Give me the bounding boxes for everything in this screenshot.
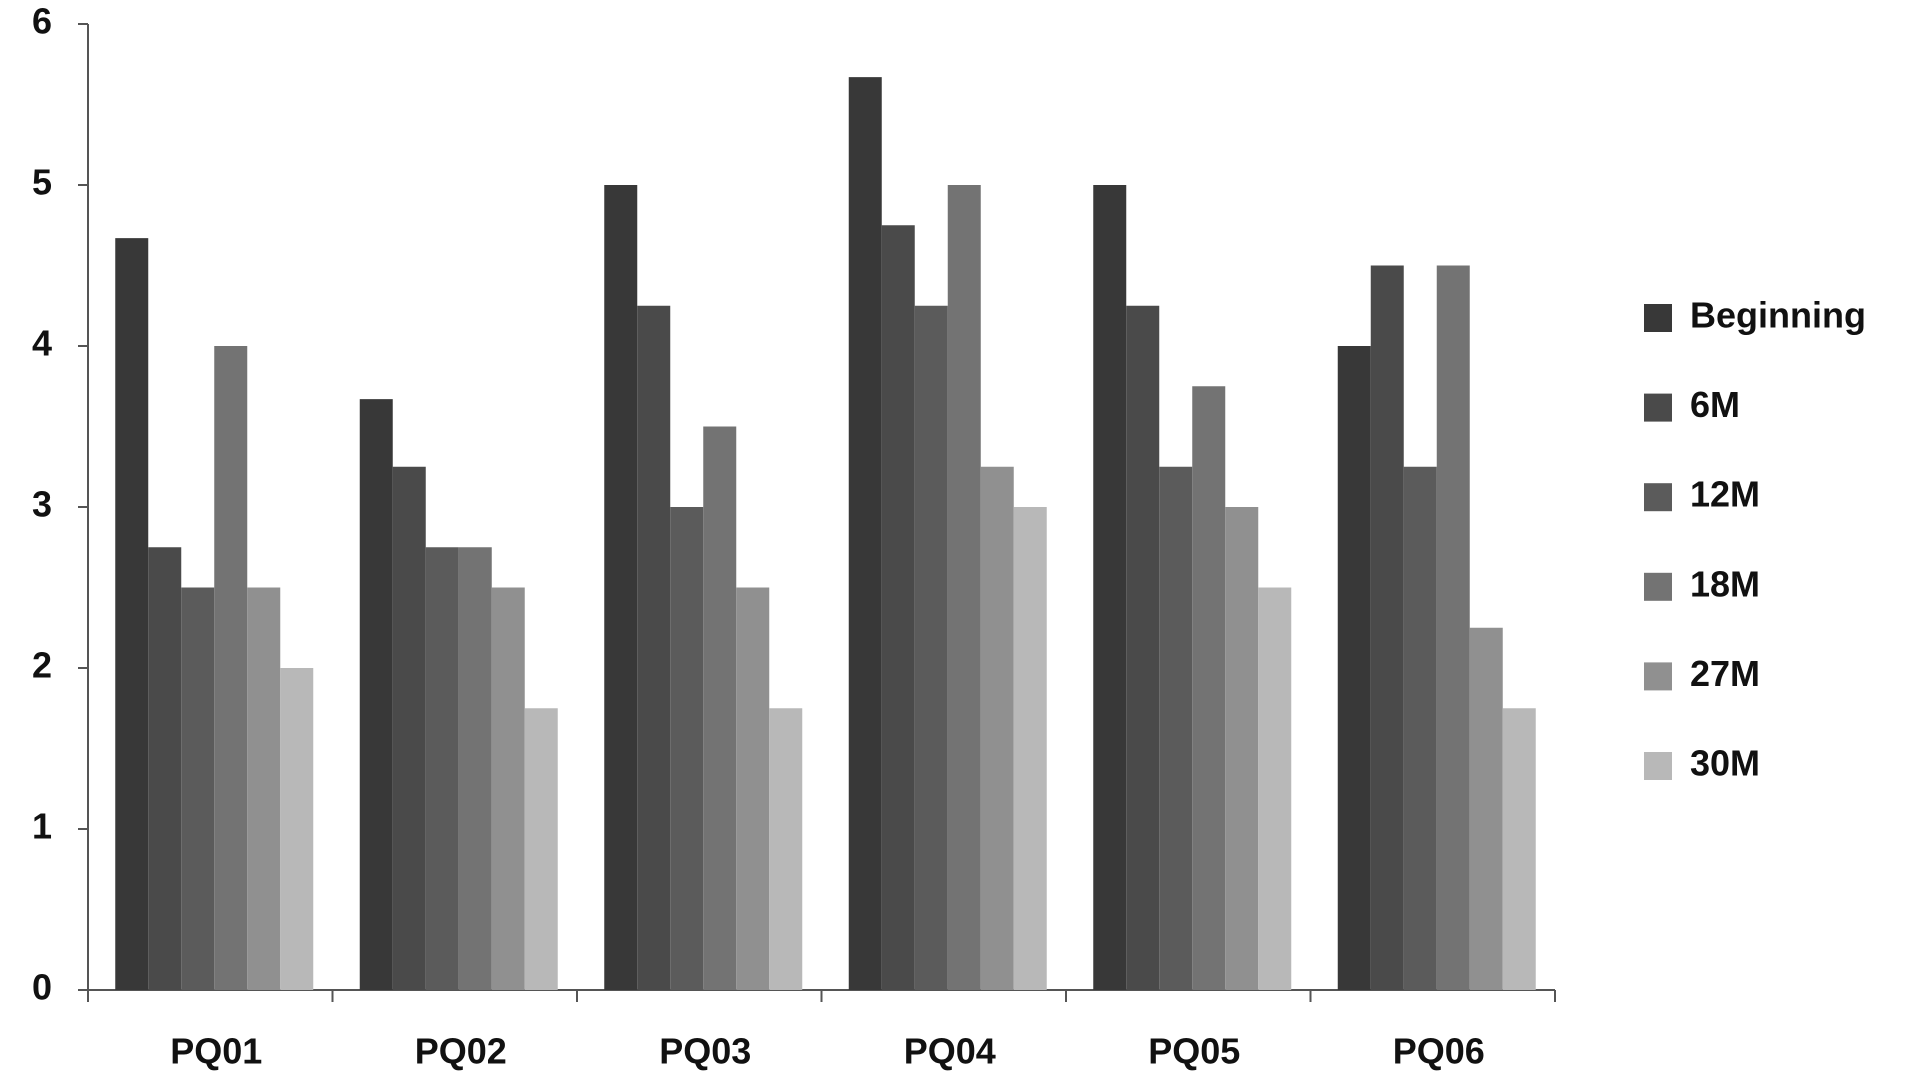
x-tick-label: PQ04 bbox=[904, 1031, 996, 1072]
y-tick-label: 0 bbox=[32, 967, 52, 1008]
bar bbox=[1013, 507, 1047, 990]
bar bbox=[736, 587, 770, 990]
bar bbox=[1502, 708, 1536, 990]
bar bbox=[1403, 466, 1437, 990]
y-tick-label: 4 bbox=[32, 323, 52, 364]
bar bbox=[670, 507, 704, 990]
bar bbox=[115, 238, 149, 990]
bar bbox=[359, 399, 393, 990]
y-tick-label: 3 bbox=[32, 484, 52, 525]
bar bbox=[1337, 346, 1371, 990]
x-tick-label: PQ05 bbox=[1148, 1031, 1240, 1072]
y-tick-label: 5 bbox=[32, 162, 52, 203]
legend-swatch bbox=[1644, 393, 1672, 422]
legend-swatch bbox=[1644, 662, 1672, 691]
bar bbox=[947, 185, 981, 990]
bar bbox=[881, 225, 915, 990]
y-tick-label: 2 bbox=[32, 645, 52, 686]
bar bbox=[458, 547, 492, 990]
legend-label: 12M bbox=[1690, 474, 1760, 515]
bar bbox=[848, 77, 882, 990]
bar bbox=[1192, 386, 1226, 990]
legend-label: 18M bbox=[1690, 563, 1760, 604]
bar bbox=[491, 587, 525, 990]
bar bbox=[980, 466, 1014, 990]
legend-label: 27M bbox=[1690, 653, 1760, 694]
bar bbox=[392, 466, 426, 990]
x-tick-label: PQ01 bbox=[170, 1031, 262, 1072]
bar bbox=[1225, 507, 1259, 990]
bar bbox=[425, 547, 459, 990]
bar bbox=[1370, 265, 1404, 990]
legend-swatch bbox=[1644, 304, 1672, 332]
legend-swatch bbox=[1644, 752, 1672, 780]
bar bbox=[1258, 587, 1292, 990]
y-tick-label: 6 bbox=[32, 1, 52, 42]
x-tick-label: PQ02 bbox=[415, 1031, 507, 1072]
bar bbox=[604, 185, 638, 990]
bar bbox=[769, 708, 803, 990]
y-tick-label: 1 bbox=[32, 806, 52, 847]
x-tick-label: PQ06 bbox=[1393, 1031, 1485, 1072]
bar bbox=[1436, 265, 1470, 990]
legend-swatch bbox=[1644, 483, 1672, 512]
legend-label: 30M bbox=[1690, 743, 1760, 784]
legend-label: Beginning bbox=[1690, 295, 1866, 336]
bar bbox=[181, 587, 215, 990]
bar bbox=[524, 708, 558, 990]
bar bbox=[914, 305, 948, 990]
bar bbox=[1469, 627, 1503, 990]
x-tick-label: PQ03 bbox=[659, 1031, 751, 1072]
bar bbox=[1126, 305, 1160, 990]
legend-swatch bbox=[1644, 572, 1672, 601]
bar bbox=[280, 668, 314, 990]
bar bbox=[1159, 466, 1193, 990]
bar bbox=[214, 346, 248, 990]
bar bbox=[637, 305, 671, 990]
bar bbox=[148, 547, 182, 990]
bar bbox=[703, 426, 737, 990]
bar bbox=[1093, 185, 1127, 990]
legend-label: 6M bbox=[1690, 384, 1740, 425]
bar bbox=[247, 587, 281, 990]
